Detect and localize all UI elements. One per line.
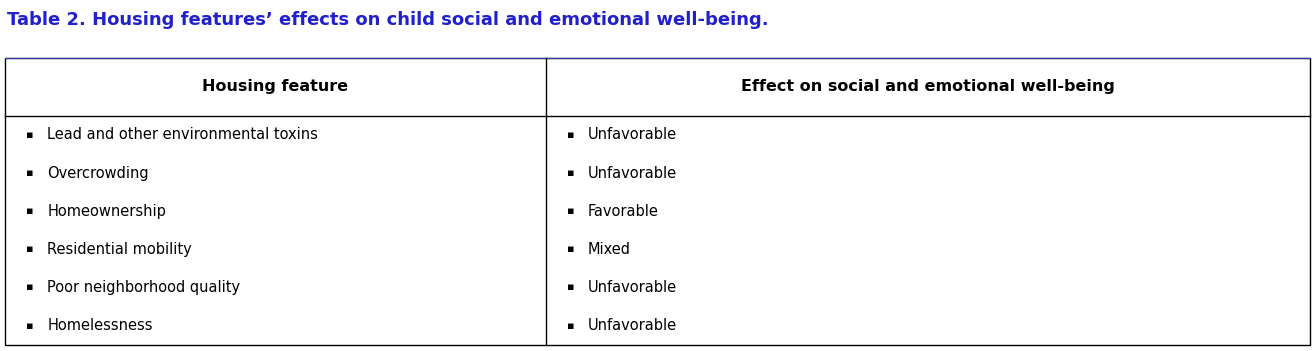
- Text: Homelessness: Homelessness: [47, 318, 153, 333]
- Text: Unfavorable: Unfavorable: [588, 280, 677, 295]
- Text: ▪: ▪: [567, 320, 575, 331]
- Text: Lead and other environmental toxins: Lead and other environmental toxins: [47, 127, 318, 143]
- Text: Housing feature: Housing feature: [203, 79, 348, 94]
- Text: Unfavorable: Unfavorable: [588, 127, 677, 143]
- Text: ▪: ▪: [567, 283, 575, 292]
- Text: Unfavorable: Unfavorable: [588, 166, 677, 180]
- Text: ▪: ▪: [567, 244, 575, 254]
- Text: ▪: ▪: [567, 206, 575, 216]
- Text: ▪: ▪: [26, 206, 34, 216]
- Text: ▪: ▪: [26, 168, 34, 178]
- Text: Mixed: Mixed: [588, 242, 631, 257]
- Text: Residential mobility: Residential mobility: [47, 242, 192, 257]
- Text: Effect on social and emotional well-being: Effect on social and emotional well-bein…: [740, 79, 1115, 94]
- Bar: [5, 58, 1310, 345]
- Text: Overcrowding: Overcrowding: [47, 166, 149, 180]
- Text: ▪: ▪: [567, 168, 575, 178]
- Text: ▪: ▪: [567, 130, 575, 140]
- Text: Homeownership: Homeownership: [47, 204, 166, 219]
- Text: ▪: ▪: [26, 283, 34, 292]
- Text: ▪: ▪: [26, 320, 34, 331]
- Text: Favorable: Favorable: [588, 204, 659, 219]
- Text: Unfavorable: Unfavorable: [588, 318, 677, 333]
- Text: Poor neighborhood quality: Poor neighborhood quality: [47, 280, 241, 295]
- Text: ▪: ▪: [26, 130, 34, 140]
- Text: Table 2. Housing features’ effects on child social and emotional well-being.: Table 2. Housing features’ effects on ch…: [7, 11, 768, 28]
- Text: ▪: ▪: [26, 244, 34, 254]
